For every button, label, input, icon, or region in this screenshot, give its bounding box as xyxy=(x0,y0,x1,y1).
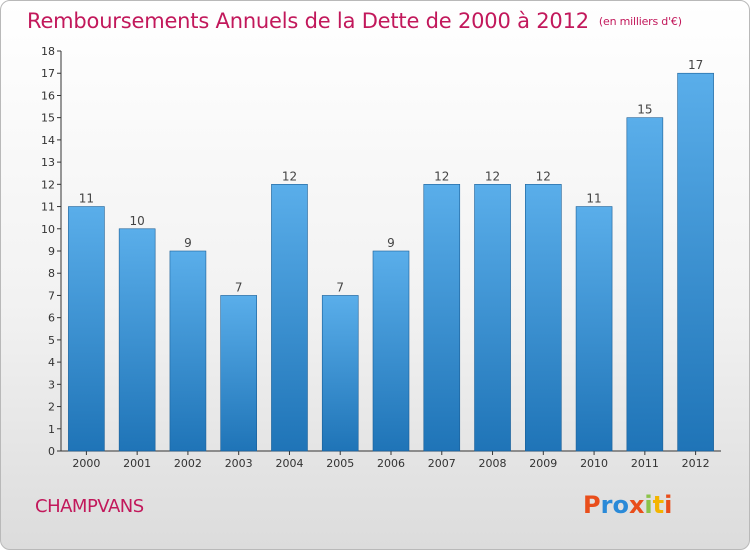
proxiti-logo: Proxiti xyxy=(583,491,672,519)
y-tick-label: 5 xyxy=(48,334,55,347)
logo-letter: i xyxy=(644,491,653,519)
y-tick-label: 3 xyxy=(48,378,55,391)
data-label-2005: 7 xyxy=(336,280,344,294)
y-tick-label: 9 xyxy=(48,245,55,258)
x-tick-label: 2006 xyxy=(377,457,405,470)
x-tick-label: 2000 xyxy=(72,457,100,470)
x-tick-label: 2012 xyxy=(682,457,710,470)
x-tick-label: 2009 xyxy=(529,457,557,470)
bars xyxy=(68,72,714,452)
logo-letter: t xyxy=(652,491,665,519)
x-tick-label: 2010 xyxy=(580,457,608,470)
bar-2000 xyxy=(68,206,105,452)
bar-2007 xyxy=(423,184,461,452)
x-tick-label: 2003 xyxy=(225,457,253,470)
bar-2009 xyxy=(525,184,562,452)
x-tick-label: 2005 xyxy=(326,457,354,470)
x-tick-label: 2001 xyxy=(123,457,151,470)
data-label-2002: 9 xyxy=(184,236,192,250)
bar-2005 xyxy=(321,295,359,452)
logo-letter: i xyxy=(664,491,673,519)
chart-title-text: Remboursements Annuels de la Dette de 20… xyxy=(27,9,589,33)
data-label-2006: 9 xyxy=(387,236,395,250)
data-label-2000: 11 xyxy=(79,192,94,206)
x-tick-label: 2004 xyxy=(275,457,303,470)
bar-2012 xyxy=(677,72,714,452)
x-tick-label: 2008 xyxy=(479,457,507,470)
y-tick-label: 17 xyxy=(41,67,55,80)
y-tick-label: 7 xyxy=(48,289,55,302)
y-tick-label: 14 xyxy=(41,134,55,147)
data-label-2008: 12 xyxy=(485,169,500,183)
data-label-2010: 11 xyxy=(586,192,601,206)
commune-name: CHAMPVANS xyxy=(35,496,144,517)
data-label-2007: 12 xyxy=(434,169,449,183)
y-tick-label: 6 xyxy=(48,312,55,325)
y-tick-label: 10 xyxy=(41,223,55,236)
data-label-2004: 12 xyxy=(282,169,297,183)
bar-2002 xyxy=(169,250,207,452)
bar-2001 xyxy=(118,228,156,452)
x-tick-label: 2002 xyxy=(174,457,202,470)
logo-letter: P xyxy=(583,491,601,519)
y-tick-label: 16 xyxy=(41,89,55,102)
bar-2008 xyxy=(474,184,511,452)
logo-letter: x xyxy=(628,491,645,519)
x-tick-label: 2011 xyxy=(631,457,659,470)
data-labels: 11 10 9 7 12 7 9 12 12 12 11 15 17 xyxy=(79,58,704,294)
y-tick-label: 13 xyxy=(41,156,55,169)
y-tick-label: 0 xyxy=(48,445,55,458)
bar-2006 xyxy=(372,250,410,452)
y-tick-label: 11 xyxy=(41,201,55,214)
y-tick-label: 2 xyxy=(48,401,55,414)
y-tick-label: 12 xyxy=(41,178,55,191)
logo-letter: r xyxy=(600,491,613,519)
chart-title: Remboursements Annuels de la Dette de 20… xyxy=(27,9,682,33)
x-tick-label: 2007 xyxy=(428,457,456,470)
data-label-2009: 12 xyxy=(536,169,551,183)
chart-subtitle: (en milliers d'€) xyxy=(598,15,682,28)
data-label-2001: 10 xyxy=(130,214,145,228)
bar-2010 xyxy=(575,206,613,452)
data-label-2003: 7 xyxy=(235,280,243,294)
bar-2011 xyxy=(626,117,664,452)
data-label-2011: 15 xyxy=(637,103,652,117)
y-tick-label: 15 xyxy=(41,112,55,125)
y-tick-label: 1 xyxy=(48,423,55,436)
y-tick-label: 4 xyxy=(48,356,55,369)
bar-2004 xyxy=(271,184,308,452)
logo-letter: o xyxy=(612,491,629,519)
bar-2003 xyxy=(220,295,257,452)
y-tick-label: 8 xyxy=(48,267,55,280)
y-tick-label: 18 xyxy=(41,45,55,58)
data-label-2012: 17 xyxy=(688,58,703,72)
